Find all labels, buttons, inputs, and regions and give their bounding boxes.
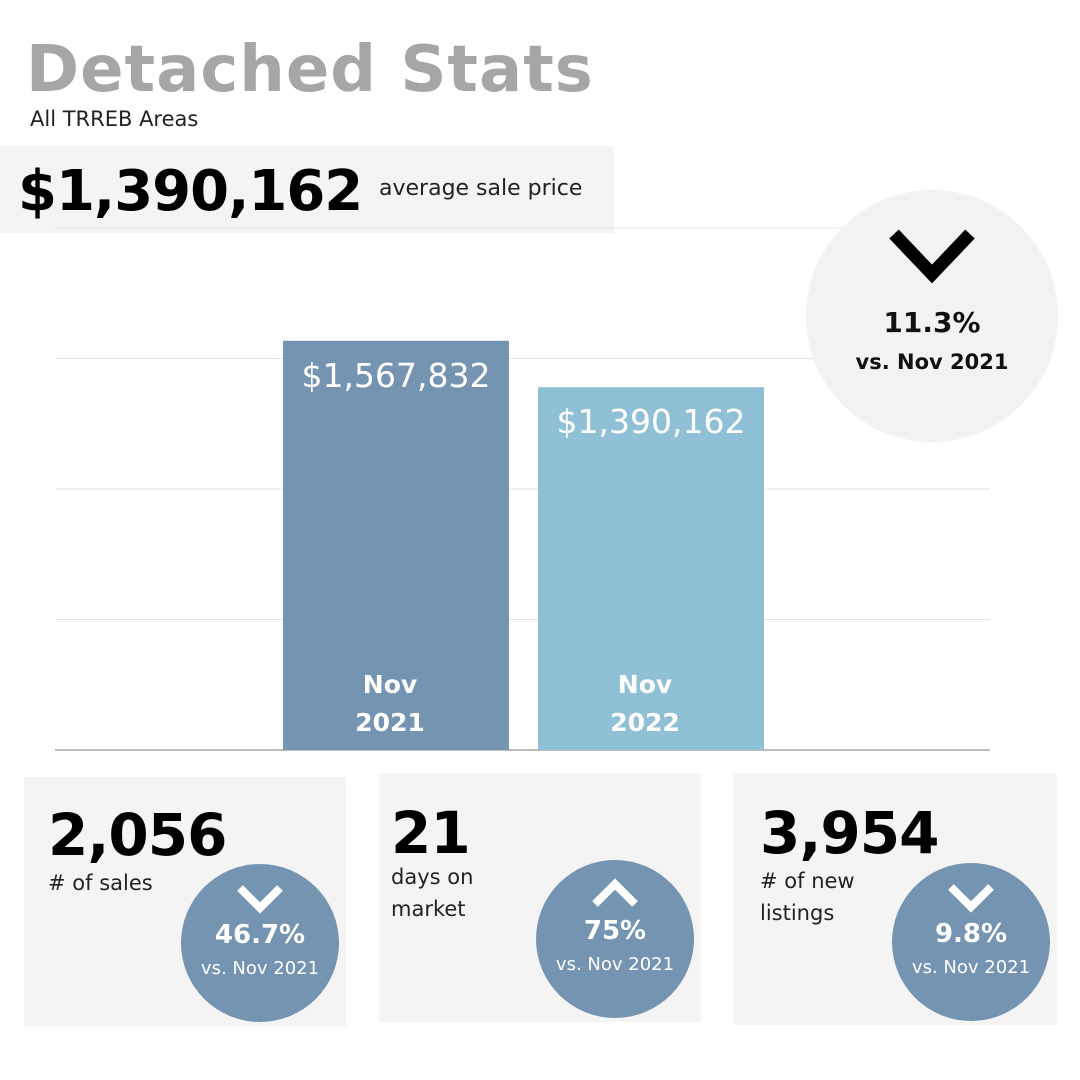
page-subtitle: All TRREB Areas: [30, 107, 199, 131]
stat-change-comparison: vs. Nov 2021: [200, 958, 320, 979]
bar-category-label: Nov: [618, 670, 672, 699]
stat-change-circle: 9.8% vs. Nov 2021: [892, 863, 1050, 1021]
stat-change-comparison: vs. Nov 2021: [555, 954, 675, 975]
stat-change-circle: 46.7% vs. Nov 2021: [181, 864, 339, 1022]
stat-label: # of new listings: [760, 865, 855, 929]
stat-card-days-on-market: 21 days on market 75% vs. Nov 2021: [379, 773, 701, 1022]
stat-change-percent: 9.8%: [934, 919, 1008, 949]
stat-label-line: days on: [391, 865, 474, 889]
stat-change-percent: 46.7%: [214, 920, 306, 950]
average-price-value: $1,390,162: [18, 159, 363, 224]
stat-label-line: listings: [760, 901, 835, 925]
bar-category-label: Nov: [363, 670, 417, 699]
average-price-caption: average sale price: [379, 176, 583, 201]
stat-change-circle: 75% vs. Nov 2021: [536, 860, 694, 1018]
chevron-down-icon: [889, 229, 975, 284]
stat-label-line: market: [391, 897, 466, 921]
chevron-up-icon: [592, 878, 638, 907]
bar-value-label: $1,390,162: [557, 402, 746, 441]
page-title: Detached Stats: [26, 33, 594, 107]
bar-2: [538, 387, 764, 750]
chevron-down-icon: [237, 885, 283, 914]
stat-label: days on market: [391, 861, 473, 925]
stat-value: 21: [391, 799, 471, 867]
bar-category-label: 2022: [610, 708, 680, 737]
price-change-comparison: vs. Nov 2021: [855, 350, 1009, 374]
bar-category-label: 2021: [355, 708, 425, 737]
chevron-down-icon: [948, 884, 994, 913]
bar-value-label: $1,567,832: [302, 356, 491, 395]
stat-value: 2,056: [48, 801, 227, 869]
stat-change-percent: 75%: [583, 916, 647, 946]
bar-1: [283, 340, 509, 750]
stat-card-sales: 2,056 # of sales 46.7% vs. Nov 2021: [24, 777, 346, 1026]
stat-card-new-listings: 3,954 # of new listings 9.8% vs. Nov 202…: [733, 773, 1057, 1025]
stat-label: # of sales: [48, 867, 153, 899]
price-change-percent: 11.3%: [883, 306, 981, 339]
stat-label-line: # of new: [760, 869, 855, 893]
stat-label-line: # of sales: [48, 871, 153, 895]
headline-band: [0, 146, 614, 233]
stat-change-comparison: vs. Nov 2021: [911, 957, 1031, 978]
price-change-bubble: 11.3% vs. Nov 2021: [806, 190, 1058, 442]
stat-value: 3,954: [760, 799, 939, 867]
